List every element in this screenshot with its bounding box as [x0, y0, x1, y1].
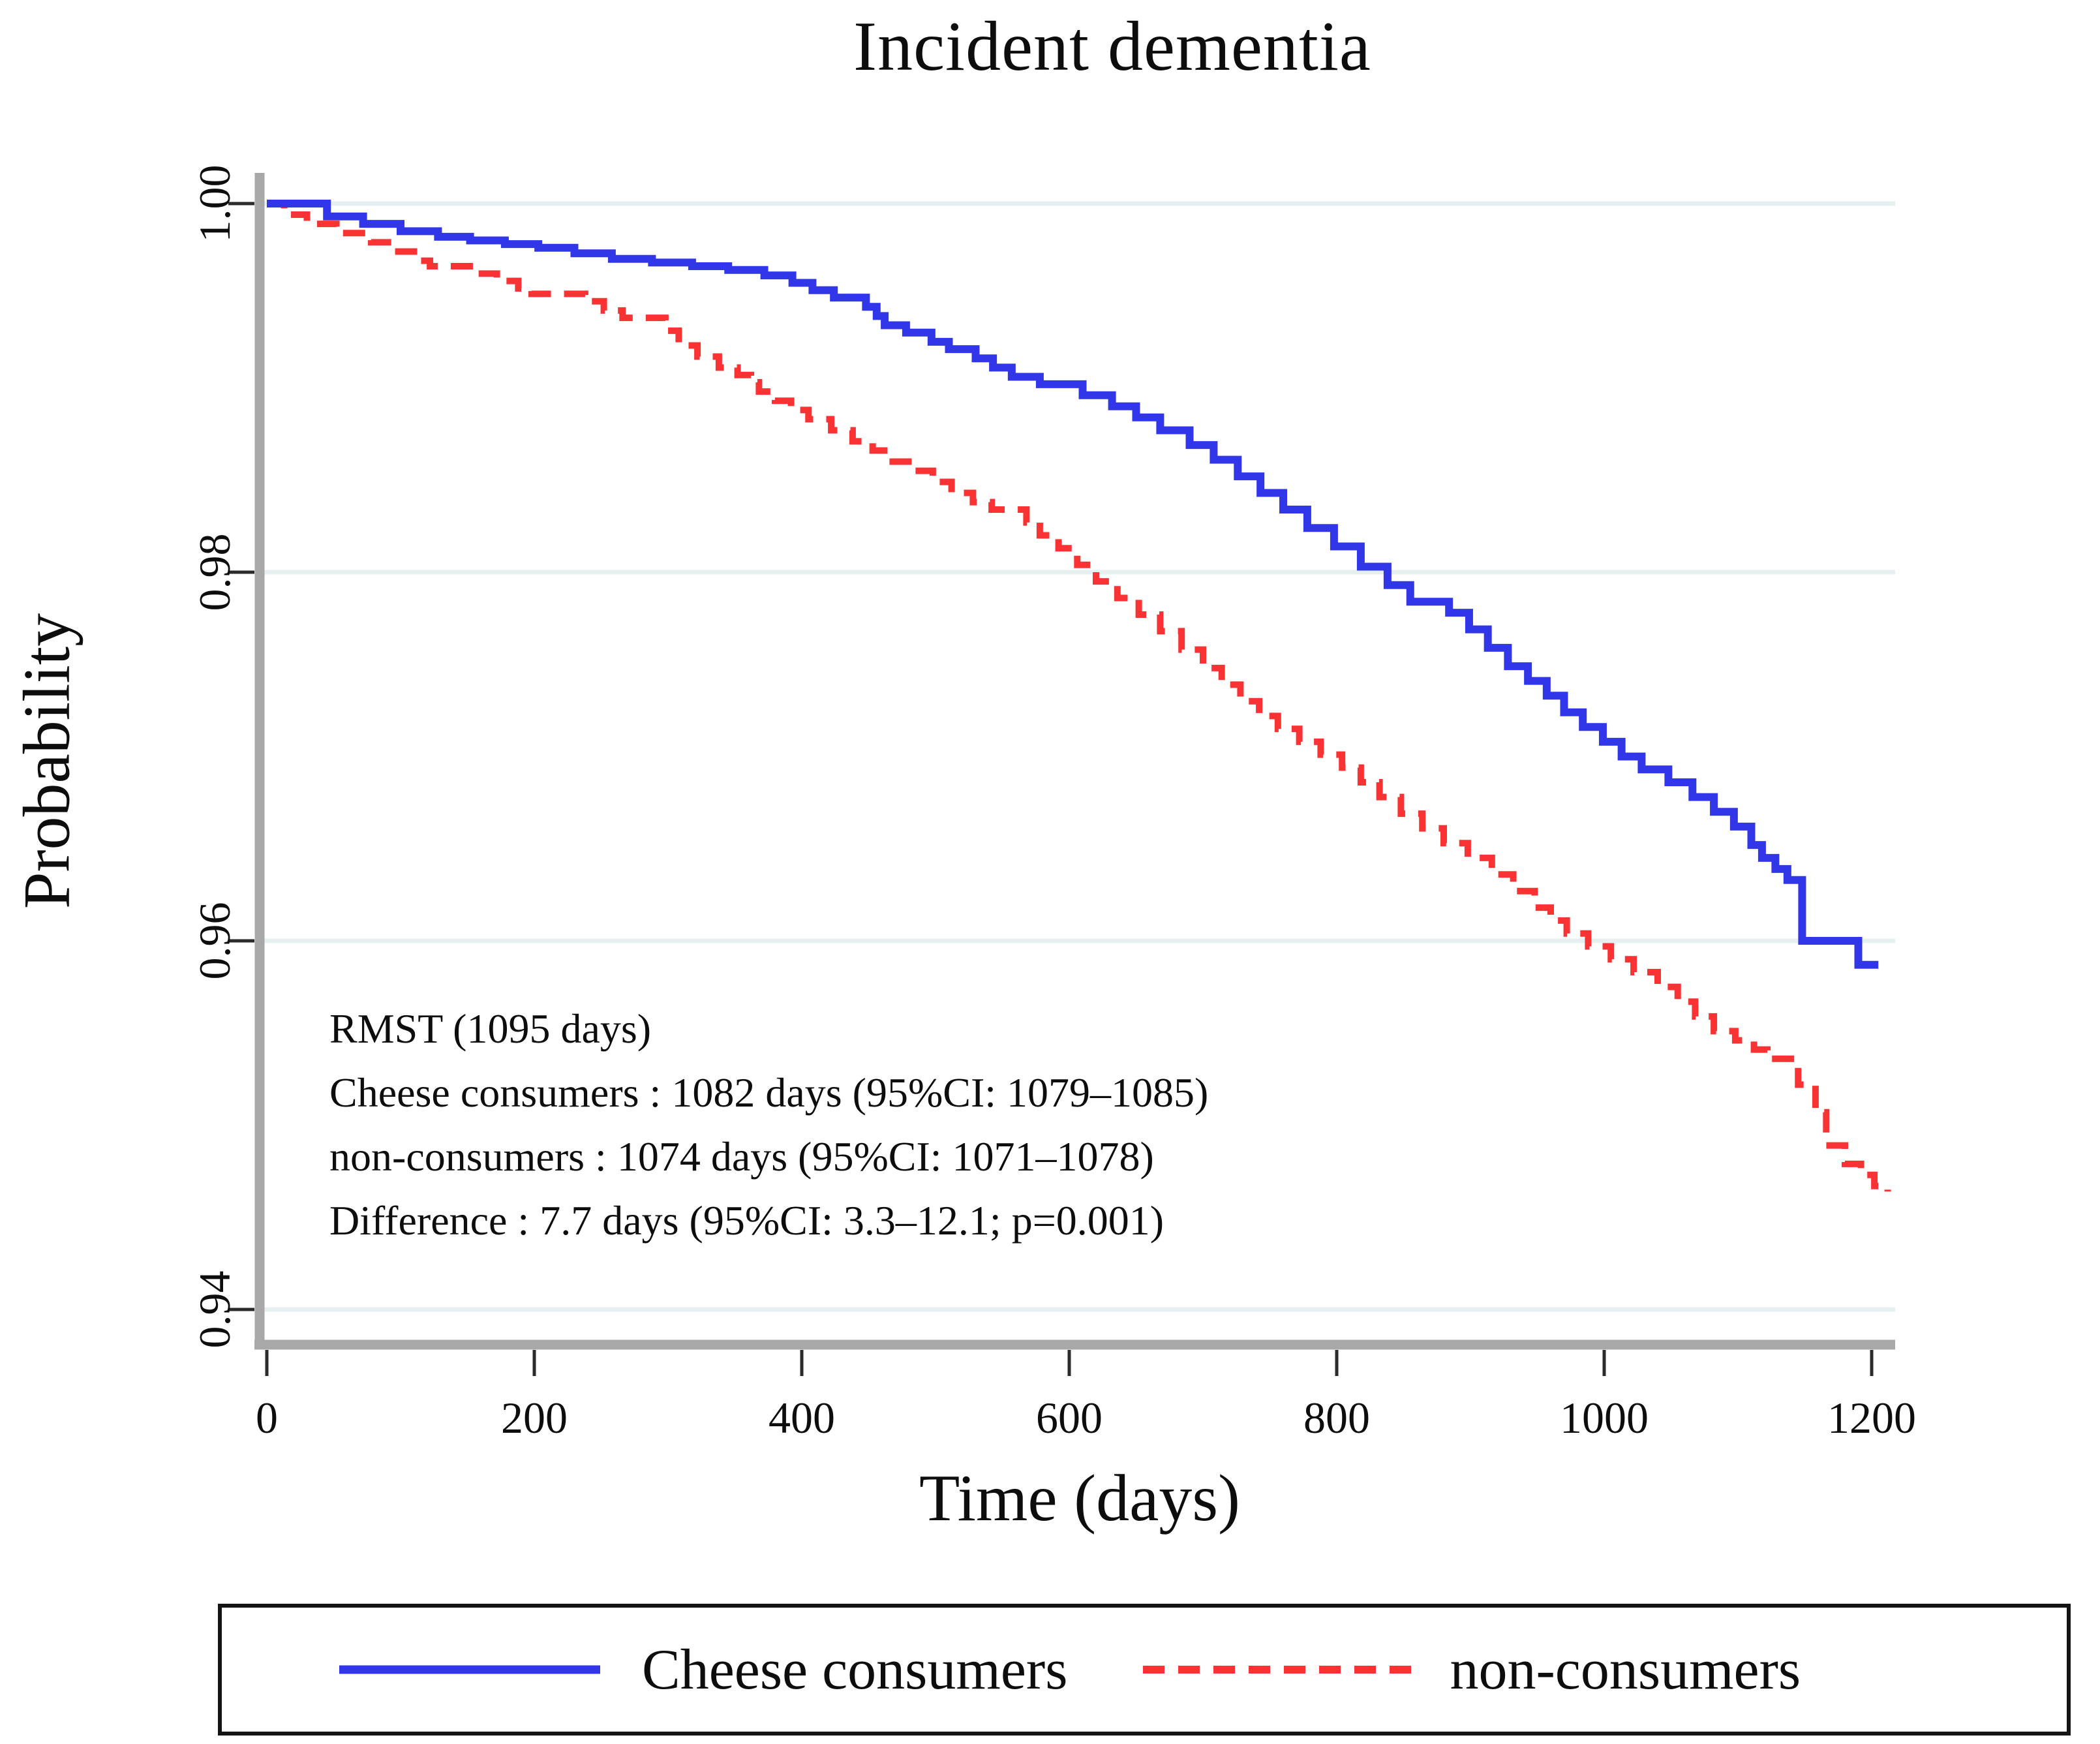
legend-non-consumers-line-sample	[1143, 1666, 1424, 1674]
y-tick-label: 0.98	[190, 534, 239, 611]
x-tick-label: 0	[256, 1393, 278, 1443]
x-tick-label: 1200	[1827, 1393, 1916, 1443]
x-tick-label: 800	[1303, 1393, 1370, 1443]
legend-non-consumers-label: non-consumers	[1450, 1638, 1801, 1702]
x-tick-label: 200	[501, 1393, 568, 1443]
km-curve-cheese-consumers	[267, 200, 1879, 969]
chart-title: Incident dementia	[853, 8, 1371, 85]
km-curve-non-consumers	[267, 200, 1891, 1192]
y-tick-label: 0.94	[190, 1271, 239, 1349]
x-tick-label: 400	[768, 1393, 835, 1443]
rmst-annotation-line2: Cheese consumers : 1082 days (95%CI: 107…	[329, 1069, 1209, 1116]
rmst-annotation-line3: non-consumers : 1074 days (95%CI: 1071–1…	[329, 1133, 1154, 1180]
x-tick-label: 600	[1036, 1393, 1103, 1443]
y-tick-label: 1.00	[190, 165, 239, 243]
x-axis-title: Time (days)	[919, 1461, 1241, 1535]
legend-consumers-label: Cheese consumers	[642, 1638, 1068, 1702]
legend: Cheese consumers non-consumers	[218, 1604, 2071, 1736]
x-tick-label: 1000	[1560, 1393, 1649, 1443]
y-tick-label: 0.96	[190, 902, 239, 980]
rmst-annotation-line4: Difference : 7.7 days (95%CI: 3.3–12.1; …	[329, 1197, 1164, 1244]
legend-consumers-line-sample	[339, 1665, 600, 1674]
rmst-annotation-line1: RMST (1095 days)	[329, 1005, 652, 1052]
rmst-annotation: RMST (1095 days) Cheese consumers : 1082…	[329, 997, 1208, 1253]
